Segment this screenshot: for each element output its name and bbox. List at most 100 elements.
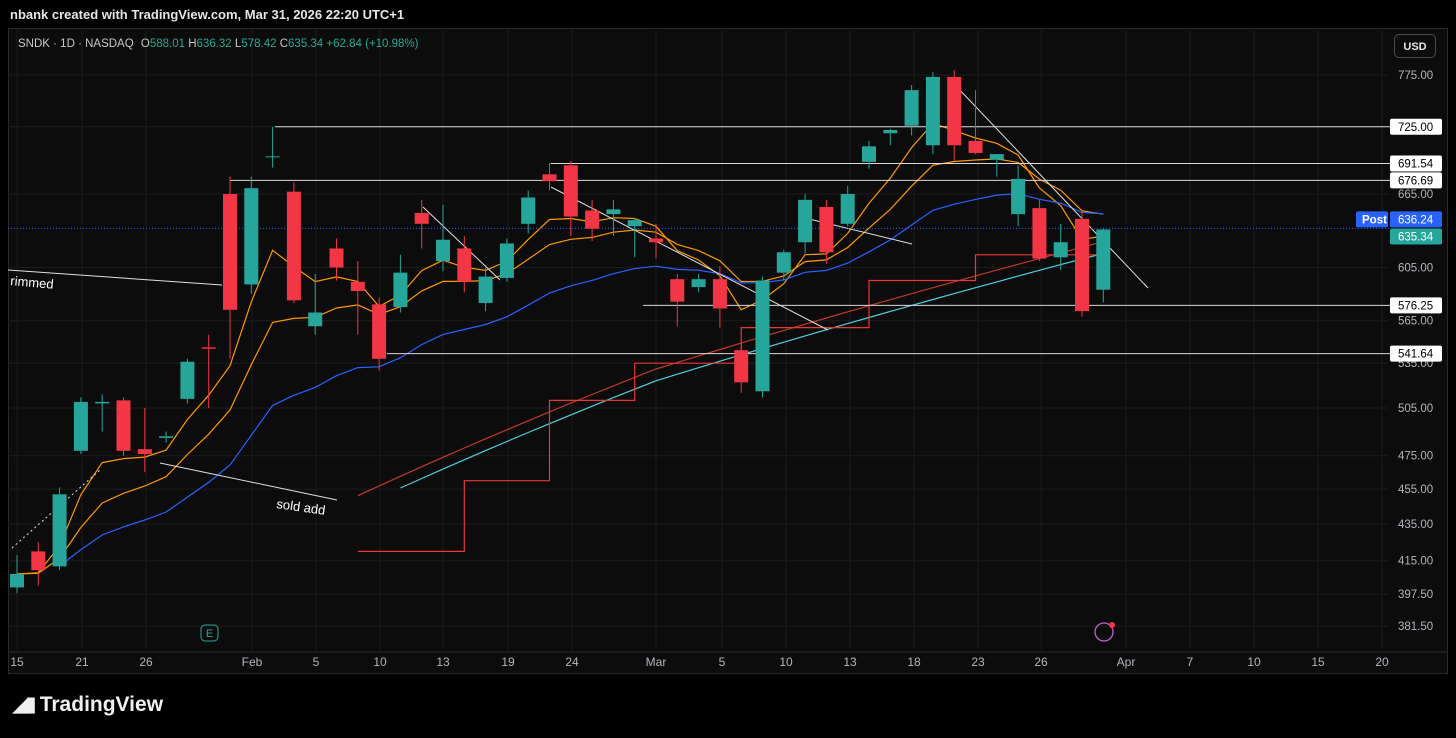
level-tag-label: 541.64: [1398, 349, 1434, 361]
ema-slow-line: [59, 193, 1104, 567]
candle-body: [840, 193, 855, 224]
candle-body: [265, 156, 280, 158]
price-tick-label: 565.00: [1398, 316, 1433, 328]
candle-body: [95, 401, 110, 404]
candle-body: [1032, 208, 1047, 259]
currency-button[interactable]: USD: [1394, 34, 1436, 58]
change-value: +62.84 (+10.98%): [326, 38, 419, 50]
candle-body: [137, 449, 152, 455]
candle-body: [457, 248, 472, 282]
candle-body: [31, 551, 46, 571]
level-tag-box: [1390, 118, 1442, 135]
candle-body: [691, 279, 706, 288]
trend-line: [955, 85, 1149, 289]
candle: [499, 238, 514, 282]
candle: [563, 160, 578, 237]
indicator-lines: [16, 122, 1104, 575]
level-tag-label: 676.69: [1398, 175, 1433, 187]
ma-red-line: [357, 241, 1104, 497]
candle: [776, 249, 791, 281]
time-tick-label: Mar: [646, 655, 667, 669]
candle: [585, 199, 600, 241]
price-tick-label: 435.00: [1398, 519, 1433, 531]
brand-name: TradingView: [39, 693, 164, 716]
trend-line: [422, 206, 501, 281]
candle: [201, 334, 216, 409]
candle: [1011, 165, 1026, 227]
candle: [457, 236, 472, 293]
candle-body: [1075, 218, 1089, 312]
time-tick-label: 10: [373, 655, 387, 669]
candle-body: [1011, 178, 1026, 215]
earnings-marker-icon: [200, 624, 219, 642]
level-tag-box: [1390, 345, 1442, 362]
price-tick-label: 605.00: [1398, 263, 1433, 275]
candle: [521, 190, 536, 234]
flash-event-dot: [1109, 622, 1115, 628]
tradingview-logo[interactable]: ◢▮ TradingView: [12, 692, 163, 717]
candle-body: [606, 209, 621, 215]
attribution-text: nbank created with TradingView.com, Mar …: [10, 7, 405, 22]
candle: [947, 69, 962, 161]
time-axis: 15 21 26 Feb 5 10 13 19 24 Mar 5 10 13 18 23 26 Apr 7 10 15…: [8, 651, 1448, 669]
ohlc-legend: SNDK · 1D · NASDAQ O588.01 H636.32 L578.…: [18, 38, 419, 50]
annotation-text: sold add: [276, 496, 327, 518]
close-label: C: [279, 38, 289, 50]
candle-body: [308, 312, 323, 327]
candle-body: [989, 154, 1004, 160]
candle: [1096, 228, 1111, 303]
time-tick-label: 5: [313, 655, 320, 669]
candle: [542, 163, 557, 191]
time-tick-label: 21: [75, 655, 89, 669]
price-tick-label: 455.00: [1398, 484, 1433, 496]
candle-body: [883, 130, 898, 134]
candle-body: [542, 174, 557, 182]
candle-body: [372, 304, 387, 359]
candle: [414, 199, 429, 249]
candle-body: [350, 281, 365, 292]
open-label: O: [140, 38, 150, 50]
candle-body: [798, 199, 813, 243]
candle: [712, 266, 727, 328]
candle: [627, 217, 642, 258]
chart-area[interactable]: [8, 28, 1448, 674]
post-badge-label: Post: [1362, 214, 1387, 226]
level-tag-label: 576.25: [1398, 300, 1433, 312]
symbol-label: SNDK · 1D · NASDAQ: [18, 38, 134, 50]
candle: [1075, 211, 1089, 317]
time-tick-label: Apr: [1117, 655, 1136, 669]
price-tick-label: 665.00: [1398, 189, 1433, 201]
time-tick-label: 18: [907, 655, 921, 669]
price-tick-label: 505.00: [1398, 403, 1433, 415]
candle: [883, 128, 898, 146]
candle-body: [904, 90, 919, 126]
price-tick-label: 775.00: [1398, 70, 1433, 82]
candle: [265, 126, 280, 168]
level-tag-box: [1390, 297, 1442, 314]
candle: [286, 182, 301, 304]
ema-mid-line: [16, 158, 1104, 575]
candle-body: [393, 272, 408, 308]
time-tick-label: Feb: [242, 655, 263, 669]
trend-line: [159, 462, 338, 501]
trend-line: [7, 269, 223, 286]
time-tick-label: 10: [779, 655, 793, 669]
candle-body: [819, 206, 834, 253]
candle: [372, 297, 387, 371]
candle: [670, 273, 685, 327]
candle: [478, 267, 493, 312]
candle: [52, 487, 67, 571]
candle-body: [563, 165, 578, 217]
candle: [308, 273, 323, 335]
time-tick-label: 20: [1375, 655, 1389, 669]
high-label: H: [188, 38, 197, 50]
candle-body: [116, 400, 131, 451]
candle-body: [10, 573, 24, 588]
candle-body: [499, 243, 514, 278]
candle-body: [414, 212, 429, 224]
time-tick-label: 13: [843, 655, 857, 669]
price-tick-label: 397.50: [1398, 589, 1433, 601]
time-tick-label: 15: [1311, 655, 1325, 669]
candle: [904, 85, 919, 136]
